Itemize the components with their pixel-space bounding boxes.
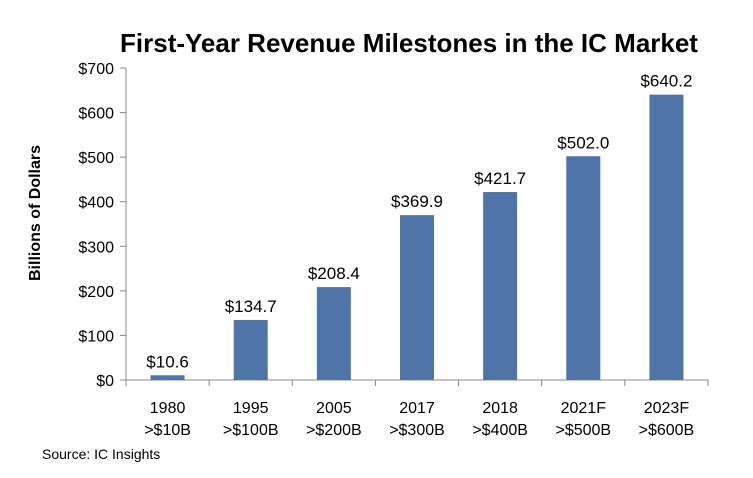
bar: [400, 215, 434, 380]
x-tick-sublabel: >$200B: [306, 422, 362, 439]
x-tick-sublabel: >$500B: [555, 422, 611, 439]
bar: [233, 319, 268, 380]
chart-title: First-Year Revenue Milestones in the IC …: [120, 28, 698, 58]
x-tick-sublabel: >$10B: [144, 422, 191, 439]
y-tick-label: $600: [78, 106, 114, 123]
y-axis-label: Billions of Dollars: [27, 145, 44, 281]
y-tick-label: $700: [78, 61, 114, 78]
x-tick-label: 1980: [150, 400, 186, 417]
data-label: $640.2: [640, 72, 692, 91]
y-tick-label: $0: [96, 373, 114, 390]
x-tick-label: 2023F: [644, 400, 690, 417]
data-label: $502.0: [557, 133, 609, 152]
y-tick-label: $100: [78, 328, 114, 345]
bar: [649, 94, 684, 380]
source-note: Source: IC Insights: [42, 446, 160, 462]
bar: [316, 287, 351, 380]
x-tick-label: 1995: [233, 400, 269, 417]
data-label: $10.6: [146, 352, 189, 371]
data-labels: $10.6 $134.7 $208.4 $369.9 $421.7 $502.0 $640.…: [146, 72, 692, 372]
x-tick-sublabel: >$400B: [472, 422, 528, 439]
x-tick-label: 2005: [316, 400, 352, 417]
y-axis: $0 $100 $200 $300 $400 $500 $600 $700: [78, 61, 127, 390]
data-label: $208.4: [308, 264, 360, 283]
y-tick-label: $200: [78, 284, 114, 301]
bar: [150, 375, 185, 380]
data-label: $421.7: [474, 169, 526, 188]
x-axis: [125, 379, 709, 386]
data-label: $369.9: [391, 192, 443, 211]
y-tick-label: $300: [78, 239, 114, 256]
x-tick-label: 2021F: [561, 400, 607, 417]
x-tick-label: 2018: [482, 400, 518, 417]
bar: [483, 192, 518, 380]
x-tick-label: 2017: [399, 400, 435, 417]
x-tick-sublabel: >$300B: [389, 422, 445, 439]
y-tick-label: $500: [78, 150, 114, 167]
y-tick-label: $400: [78, 195, 114, 212]
bar: [566, 156, 601, 380]
bars: [150, 94, 684, 380]
data-label: $134.7: [225, 297, 277, 316]
x-tick-labels: 1980 >$10B 1995 >$100B 2005 >$200B 2017 >$300B 2…: [144, 400, 694, 439]
x-tick-sublabel: >$600B: [639, 422, 695, 439]
x-tick-sublabel: >$100B: [223, 422, 279, 439]
